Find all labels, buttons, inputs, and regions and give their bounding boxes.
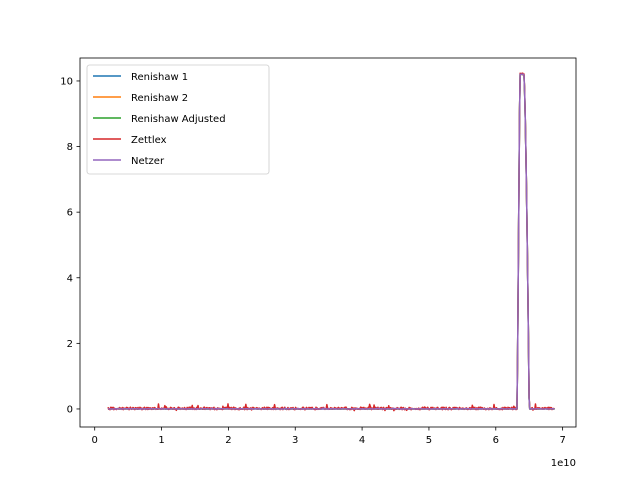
y-tick-label: 0 bbox=[67, 404, 73, 415]
y-tick-label: 10 bbox=[60, 76, 73, 87]
y-tick-label: 4 bbox=[67, 273, 73, 284]
legend: Renishaw 1 Renishaw 2 Renishaw Adjusted Zet… bbox=[86, 64, 270, 175]
y-tick-label: 6 bbox=[67, 208, 73, 219]
x-tick-label: 6 bbox=[493, 435, 499, 446]
legend-label: Renishaw 2 bbox=[131, 93, 188, 104]
legend-box bbox=[86, 64, 270, 175]
axes-layer: 0 1 2 3 4 5 6 7 0 2 4 6 8 10 1e10 bbox=[60, 57, 577, 469]
x-tick-label: 2 bbox=[225, 435, 231, 446]
x-tick-label: 1 bbox=[158, 435, 164, 446]
legend-label: Renishaw Adjusted bbox=[131, 114, 226, 125]
series-layer bbox=[107, 72, 555, 412]
legend-label: Netzer bbox=[131, 156, 165, 167]
x-tick-label: 3 bbox=[292, 435, 298, 446]
y-tick-label: 2 bbox=[67, 339, 73, 350]
x-tick-label: 5 bbox=[426, 435, 432, 446]
x-tick-label: 4 bbox=[359, 435, 365, 446]
axes-frame bbox=[79, 57, 577, 428]
x-offset-label: 1e10 bbox=[551, 458, 576, 469]
series-line-netzer bbox=[107, 73, 555, 411]
legend-label: Renishaw 1 bbox=[131, 72, 188, 83]
y-tick-label: 8 bbox=[67, 142, 73, 153]
legend-label: Zettlex bbox=[131, 135, 167, 146]
x-tick-label: 7 bbox=[559, 435, 565, 446]
x-tick-label: 0 bbox=[92, 435, 98, 446]
